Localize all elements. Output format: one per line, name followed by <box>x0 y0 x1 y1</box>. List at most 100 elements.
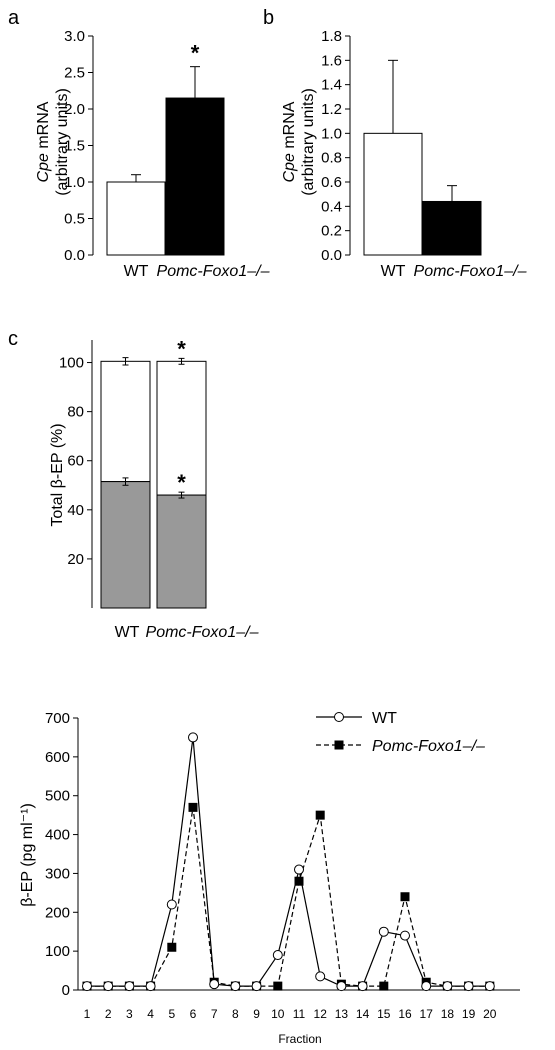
category-label: WT <box>115 624 140 641</box>
y-tick-label: 1.4 <box>321 77 342 94</box>
y-axis-title: Cpe mRNA (arbitrary units) <box>35 88 71 196</box>
data-point-wt <box>400 930 410 941</box>
bar-pomc-foxo1 <box>422 200 482 256</box>
y-tick-label: 40 <box>67 502 84 519</box>
legend-label-pomc-foxo1: Pomc-Foxo1–/– <box>372 738 485 755</box>
x-tick-label: 3 <box>126 1007 133 1021</box>
y-tick-label: 1.0 <box>64 174 85 191</box>
data-point-wt <box>272 950 283 961</box>
y-tick-label: 1.6 <box>321 52 342 69</box>
y-tick-label: 0.5 <box>64 211 85 228</box>
x-tick-label: 9 <box>253 1007 260 1021</box>
significance-star: * <box>191 41 200 66</box>
y-tick-label: 80 <box>67 404 84 421</box>
significance-star: * <box>177 336 186 361</box>
x-tick-label: 18 <box>441 1007 455 1021</box>
x-tick-label: 4 <box>147 1007 154 1021</box>
x-axis-title: Fraction <box>278 1032 321 1046</box>
data-point-wt <box>378 926 389 937</box>
y-tick-label: 600 <box>45 749 70 766</box>
y-axis-title-line1: Cpe mRNA <box>35 101 52 182</box>
x-tick-label: 7 <box>211 1007 218 1021</box>
data-point-wt <box>103 981 114 992</box>
y-tick-label: 1.5 <box>64 138 85 155</box>
bar-wt <box>106 181 166 256</box>
y-axis-title-rest: mRNA <box>35 101 52 153</box>
data-point-wt <box>251 981 262 992</box>
y-axis-title-rest: mRNA <box>281 101 298 153</box>
data-point-wt <box>484 981 495 992</box>
y-tick-label: 0.4 <box>321 198 342 215</box>
legend-label-wt: WT <box>372 710 397 727</box>
y-axis-title-line2: (arbitrary units) <box>300 88 317 196</box>
x-tick-label: 6 <box>190 1007 197 1021</box>
data-point-pomc-foxo1 <box>167 942 177 952</box>
x-tick-label: 11 <box>293 1007 306 1021</box>
x-tick-label: 15 <box>377 1007 391 1021</box>
y-tick-label: 0.2 <box>321 223 342 240</box>
x-tick-label: 19 <box>462 1007 476 1021</box>
y-tick-label: 200 <box>45 904 70 921</box>
data-point-wt <box>463 981 474 992</box>
y-tick-label: 2.0 <box>64 101 85 118</box>
category-label: WT <box>381 263 406 280</box>
stacked-bar-upper <box>156 360 207 496</box>
data-point-wt <box>294 864 304 875</box>
y-tick-label: 20 <box>67 551 84 568</box>
y-axis-title-text: Total β-EP (%) <box>49 423 66 526</box>
y-tick-label: 0.0 <box>321 247 342 264</box>
y-axis-title: β-EP (pg ml⁻¹) <box>19 803 36 907</box>
significance-star: * <box>177 470 186 495</box>
y-tick-label: 2.5 <box>64 65 85 82</box>
y-tick-label: 100 <box>59 355 84 372</box>
y-tick-label: 0.6 <box>321 174 342 191</box>
x-tick-label: 5 <box>168 1007 175 1021</box>
y-tick-label: 60 <box>67 453 84 470</box>
data-point-pomc-foxo1 <box>273 981 283 991</box>
data-point-pomc-foxo1 <box>294 876 304 886</box>
data-point-wt <box>315 971 326 982</box>
y-tick-label: 500 <box>45 788 70 805</box>
data-point-wt <box>336 981 347 992</box>
category-label: WT <box>124 263 149 280</box>
data-point-wt <box>166 899 177 910</box>
x-tick-label: 14 <box>356 1007 370 1021</box>
series-line-wt <box>87 737 490 987</box>
panel-letter: a <box>8 7 20 29</box>
y-tick-label: 1.0 <box>321 125 342 142</box>
x-tick-label: 20 <box>483 1007 497 1021</box>
y-axis-title: Total β-EP (%) <box>49 423 66 526</box>
x-tick-label: 17 <box>420 1007 434 1021</box>
y-tick-label: 1.2 <box>321 101 342 118</box>
y-axis-title-line2: (arbitrary units) <box>54 88 71 196</box>
category-label: Pomc-Foxo1–/– <box>146 624 259 641</box>
data-point-pomc-foxo1 <box>379 981 389 991</box>
y-tick-label: 100 <box>45 943 70 960</box>
series-line-pomc-foxo1 <box>87 807 490 987</box>
data-point-pomc-foxo1 <box>188 802 198 812</box>
data-point-pomc-foxo1 <box>315 810 325 820</box>
category-label: Pomc-Foxo1–/– <box>414 263 527 280</box>
category-label: Pomc-Foxo1–/– <box>157 263 270 280</box>
y-axis-title-text: β-EP (pg ml⁻¹) <box>19 803 36 907</box>
stacked-bar-lower <box>100 481 151 609</box>
x-tick-label: 16 <box>398 1007 412 1021</box>
data-point-wt <box>124 981 135 992</box>
data-point-wt <box>442 981 453 992</box>
stacked-bar-upper <box>100 360 151 483</box>
x-tick-label: 1 <box>84 1007 91 1021</box>
data-point-wt <box>421 981 432 992</box>
bar-wt <box>363 132 423 256</box>
x-tick-label: 8 <box>232 1007 239 1021</box>
y-axis-title-gene: Cpe <box>281 153 298 182</box>
y-tick-label: 0.8 <box>321 150 342 167</box>
y-tick-label: 400 <box>45 827 70 844</box>
y-tick-label: 3.0 <box>64 28 85 45</box>
y-axis-title-gene: Cpe <box>35 153 52 182</box>
stacked-bar-lower <box>156 494 207 609</box>
x-tick-label: 12 <box>314 1007 328 1021</box>
y-tick-label: 700 <box>45 710 70 727</box>
y-tick-label: 0.0 <box>64 247 85 264</box>
y-axis-title: Cpe mRNA (arbitrary units) <box>281 88 317 196</box>
